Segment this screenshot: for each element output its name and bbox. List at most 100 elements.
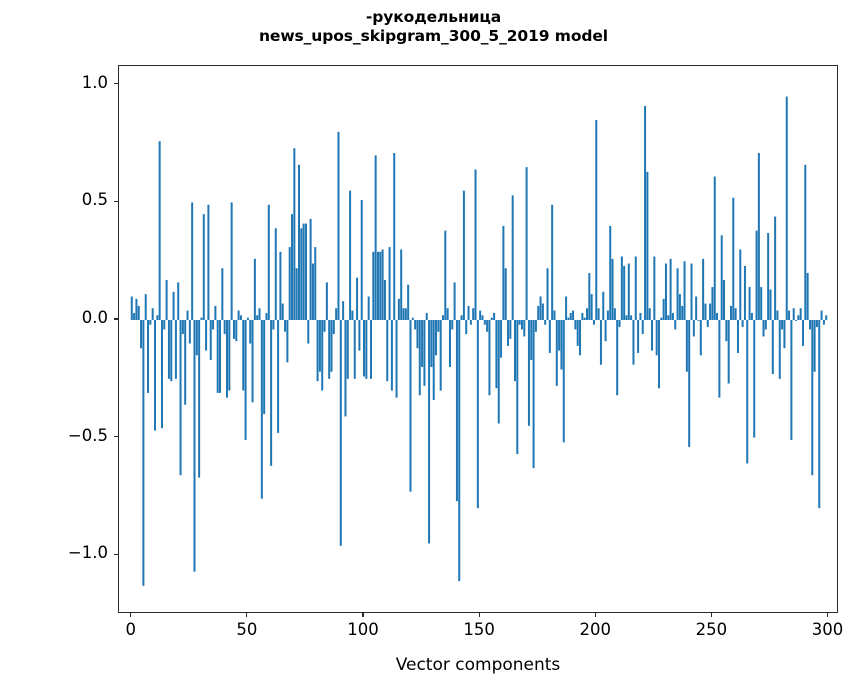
bar bbox=[739, 249, 742, 321]
bar bbox=[476, 320, 479, 509]
bar bbox=[741, 320, 744, 328]
bar bbox=[353, 320, 356, 379]
bar bbox=[223, 320, 226, 335]
bar bbox=[560, 320, 563, 370]
bar bbox=[579, 320, 582, 356]
bar bbox=[314, 247, 317, 321]
bar bbox=[370, 320, 372, 379]
x-tick-mark bbox=[478, 613, 480, 617]
bar bbox=[342, 301, 345, 321]
bar bbox=[774, 216, 777, 320]
bar bbox=[170, 320, 173, 382]
bar bbox=[219, 320, 222, 393]
bar bbox=[316, 320, 319, 382]
bar bbox=[135, 298, 138, 321]
bar bbox=[734, 308, 737, 321]
bar bbox=[228, 320, 231, 391]
bar bbox=[263, 320, 266, 415]
bar bbox=[634, 256, 637, 321]
bar bbox=[390, 320, 393, 391]
bar bbox=[304, 223, 307, 321]
bar bbox=[265, 312, 268, 321]
bar bbox=[723, 280, 726, 321]
bar bbox=[757, 153, 760, 321]
bar bbox=[226, 320, 228, 398]
bar bbox=[532, 320, 535, 469]
bar bbox=[381, 249, 384, 321]
bar bbox=[771, 320, 774, 375]
bar bbox=[776, 310, 779, 321]
bar bbox=[140, 320, 143, 349]
x-tick-mark bbox=[710, 613, 712, 617]
bar bbox=[581, 312, 584, 321]
chart-title-line-1: -рукодельница bbox=[365, 8, 502, 26]
bar bbox=[244, 320, 247, 440]
bar bbox=[133, 312, 136, 321]
bar bbox=[237, 310, 240, 321]
bar bbox=[404, 308, 407, 321]
bar bbox=[205, 320, 208, 351]
bar bbox=[235, 320, 238, 342]
bar bbox=[806, 272, 809, 321]
bar bbox=[293, 148, 296, 321]
bar bbox=[641, 320, 644, 335]
bar bbox=[539, 296, 542, 321]
bar bbox=[439, 320, 442, 391]
bar bbox=[685, 320, 688, 372]
bar bbox=[344, 320, 347, 417]
bar bbox=[395, 320, 398, 398]
bar bbox=[200, 317, 203, 321]
bar bbox=[267, 204, 270, 320]
bar bbox=[469, 320, 472, 325]
bar bbox=[309, 218, 312, 321]
bar bbox=[332, 320, 335, 335]
bar bbox=[209, 320, 212, 360]
bar bbox=[509, 320, 512, 339]
bar bbox=[483, 320, 486, 325]
bar bbox=[655, 320, 658, 356]
bar bbox=[688, 320, 691, 448]
x-tick-label: 150 bbox=[463, 620, 495, 639]
bar bbox=[518, 320, 521, 325]
bar bbox=[281, 303, 284, 321]
bar bbox=[453, 282, 456, 321]
bar bbox=[195, 320, 198, 356]
bar bbox=[660, 317, 663, 321]
bar bbox=[683, 261, 686, 321]
bar bbox=[699, 320, 702, 356]
bar bbox=[256, 315, 259, 320]
bar bbox=[284, 320, 287, 332]
x-axis-label: Vector components bbox=[395, 655, 561, 675]
bar bbox=[246, 317, 249, 321]
bar bbox=[435, 320, 438, 356]
bar bbox=[611, 258, 614, 321]
x-tick-label: 200 bbox=[579, 620, 612, 639]
bar bbox=[165, 280, 168, 321]
bar bbox=[658, 320, 660, 389]
bar bbox=[565, 296, 568, 321]
bar bbox=[172, 291, 175, 321]
bar bbox=[732, 197, 735, 321]
y-tick-label: −0.5 bbox=[67, 425, 108, 445]
bar bbox=[764, 320, 767, 330]
x-tick-label: 250 bbox=[695, 620, 728, 639]
bar bbox=[321, 320, 324, 391]
bar bbox=[493, 312, 496, 321]
bar bbox=[465, 320, 468, 335]
bar bbox=[555, 320, 558, 386]
bar bbox=[646, 171, 649, 321]
bar bbox=[511, 195, 514, 321]
bar bbox=[711, 287, 714, 321]
bar bbox=[295, 268, 298, 321]
bar bbox=[755, 230, 758, 321]
bar bbox=[472, 308, 475, 321]
bar bbox=[460, 315, 463, 320]
bar bbox=[179, 320, 182, 476]
bar bbox=[358, 320, 361, 351]
bar bbox=[664, 263, 667, 321]
bar bbox=[181, 320, 184, 335]
bar bbox=[674, 320, 677, 330]
bar bbox=[409, 320, 412, 492]
bar bbox=[239, 315, 242, 320]
